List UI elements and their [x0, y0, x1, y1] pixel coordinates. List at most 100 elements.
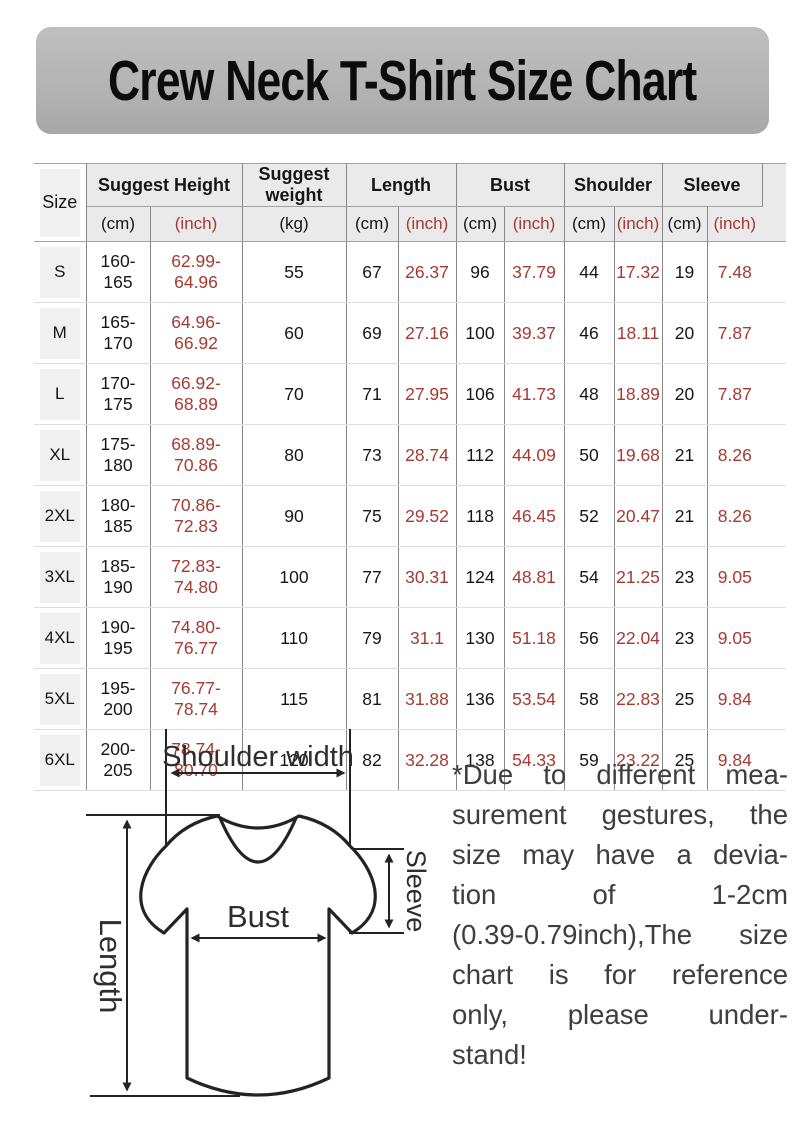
table-row: 5XL 195-200 76.77-78.74 115 81 31.88 136 53.54 5… — [34, 668, 787, 730]
value-cell: 9.84 — [707, 668, 763, 730]
value-cell: 20 — [662, 363, 708, 425]
row-spacer — [762, 668, 787, 730]
value-cell: 39.37 — [504, 302, 565, 364]
value-cell: 68.89-70.86 — [150, 424, 243, 486]
value-cell: 136 — [456, 668, 505, 730]
value-cell: 20 — [662, 302, 708, 364]
value-cell: 79 — [346, 607, 399, 669]
value-cell: 71 — [346, 363, 399, 425]
value-cell: 18.11 — [614, 302, 663, 364]
value-cell: 77 — [346, 546, 399, 608]
value-cell: 22.83 — [614, 668, 663, 730]
value-cell: 74.80-76.77 — [150, 607, 243, 669]
column-header: Shoulder — [564, 163, 663, 207]
bust-label: Bust — [227, 899, 289, 934]
row-spacer — [762, 302, 787, 364]
unit-header: (inch) — [707, 206, 763, 242]
value-cell: 70.86-72.83 — [150, 485, 243, 547]
value-cell: 100 — [242, 546, 347, 608]
note-line: chart is for reference — [452, 959, 788, 990]
unit-header: (cm) — [564, 206, 615, 242]
row-spacer — [762, 241, 787, 303]
size-cell: L — [34, 363, 87, 425]
value-cell: 8.26 — [707, 424, 763, 486]
unit-header: (kg) — [242, 206, 347, 242]
value-cell: 19.68 — [614, 424, 663, 486]
value-cell: 165-170 — [86, 302, 151, 364]
unit-header: (cm) — [456, 206, 505, 242]
size-cell: XL — [34, 424, 87, 486]
column-header: Suggest weight — [242, 163, 347, 207]
row-spacer — [762, 607, 787, 669]
page-title: Crew Neck T-Shirt Size Chart — [108, 48, 697, 113]
size-cell: 5XL — [34, 668, 87, 730]
row-spacer — [762, 546, 787, 608]
value-cell: 44.09 — [504, 424, 565, 486]
value-cell: 46.45 — [504, 485, 565, 547]
value-cell: 7.87 — [707, 363, 763, 425]
value-cell: 55 — [242, 241, 347, 303]
value-cell: 106 — [456, 363, 505, 425]
value-cell: 44 — [564, 241, 615, 303]
unit-header: (inch) — [504, 206, 565, 242]
table-row: 6XL 200-205 78.74-80.70 120 82 32.28 138 54.33 5… — [34, 729, 787, 791]
shoulder-width-label: Shoulder width — [162, 741, 354, 773]
row-spacer — [762, 485, 787, 547]
value-cell: 7.87 — [707, 302, 763, 364]
value-cell: 30.31 — [398, 546, 457, 608]
measurement-note: *Due to different mea-surement gestures,… — [452, 755, 788, 1075]
value-cell: 195-200 — [86, 668, 151, 730]
value-cell: 25 — [662, 668, 708, 730]
note-line: tion of 1-2cm — [452, 879, 788, 910]
size-cell: M — [34, 302, 87, 364]
value-cell: 21 — [662, 424, 708, 486]
value-cell: 48.81 — [504, 546, 565, 608]
size-cell: 4XL — [34, 607, 87, 669]
value-cell: 67 — [346, 241, 399, 303]
value-cell: 28.74 — [398, 424, 457, 486]
value-cell: 26.37 — [398, 241, 457, 303]
value-cell: 31.1 — [398, 607, 457, 669]
value-cell: 51.18 — [504, 607, 565, 669]
value-cell: 70 — [242, 363, 347, 425]
value-cell: 124 — [456, 546, 505, 608]
value-cell: 54.33 — [504, 729, 565, 791]
title-bar: Crew Neck T-Shirt Size Chart — [36, 27, 769, 134]
length-label: Length — [93, 919, 128, 1014]
value-cell: 96 — [456, 241, 505, 303]
tshirt-neckline — [218, 816, 298, 864]
value-cell: 130 — [456, 607, 505, 669]
note-line: size may have a devia- — [452, 839, 788, 870]
value-cell: 185-190 — [86, 546, 151, 608]
table-row: M 165-170 64.96-66.92 60 69 27.16 100 39.37 46 18… — [34, 302, 787, 364]
value-cell: 31.88 — [398, 668, 457, 730]
value-cell: 52 — [564, 485, 615, 547]
value-cell: 76.77-78.74 — [150, 668, 243, 730]
note-line: (0.39-0.79inch),The size — [452, 919, 788, 950]
value-cell: 48 — [564, 363, 615, 425]
value-cell: 112 — [456, 424, 505, 486]
value-cell: 20.47 — [614, 485, 663, 547]
value-cell: 17.32 — [614, 241, 663, 303]
value-cell: 72.83-74.80 — [150, 546, 243, 608]
value-cell: 64.96-66.92 — [150, 302, 243, 364]
size-cell: S — [34, 241, 87, 303]
value-cell: 22.04 — [614, 607, 663, 669]
value-cell: 200-205 — [86, 729, 151, 791]
value-cell: 100 — [456, 302, 505, 364]
header-spacer — [762, 163, 787, 242]
value-cell: 60 — [242, 302, 347, 364]
value-cell: 37.79 — [504, 241, 565, 303]
value-cell: 29.52 — [398, 485, 457, 547]
unit-header: (inch) — [614, 206, 663, 242]
value-cell: 75 — [346, 485, 399, 547]
row-spacer — [762, 363, 787, 425]
value-cell: 54 — [564, 546, 615, 608]
value-cell: 90 — [242, 485, 347, 547]
row-spacer — [762, 729, 787, 791]
value-cell: 25 — [662, 729, 708, 791]
column-header: Sleeve — [662, 163, 763, 207]
table-row: XL 175-180 68.89-70.86 80 73 28.74 112 44.09 50 1… — [34, 424, 787, 486]
column-header: Suggest Height — [86, 163, 243, 207]
value-cell: 170-175 — [86, 363, 151, 425]
